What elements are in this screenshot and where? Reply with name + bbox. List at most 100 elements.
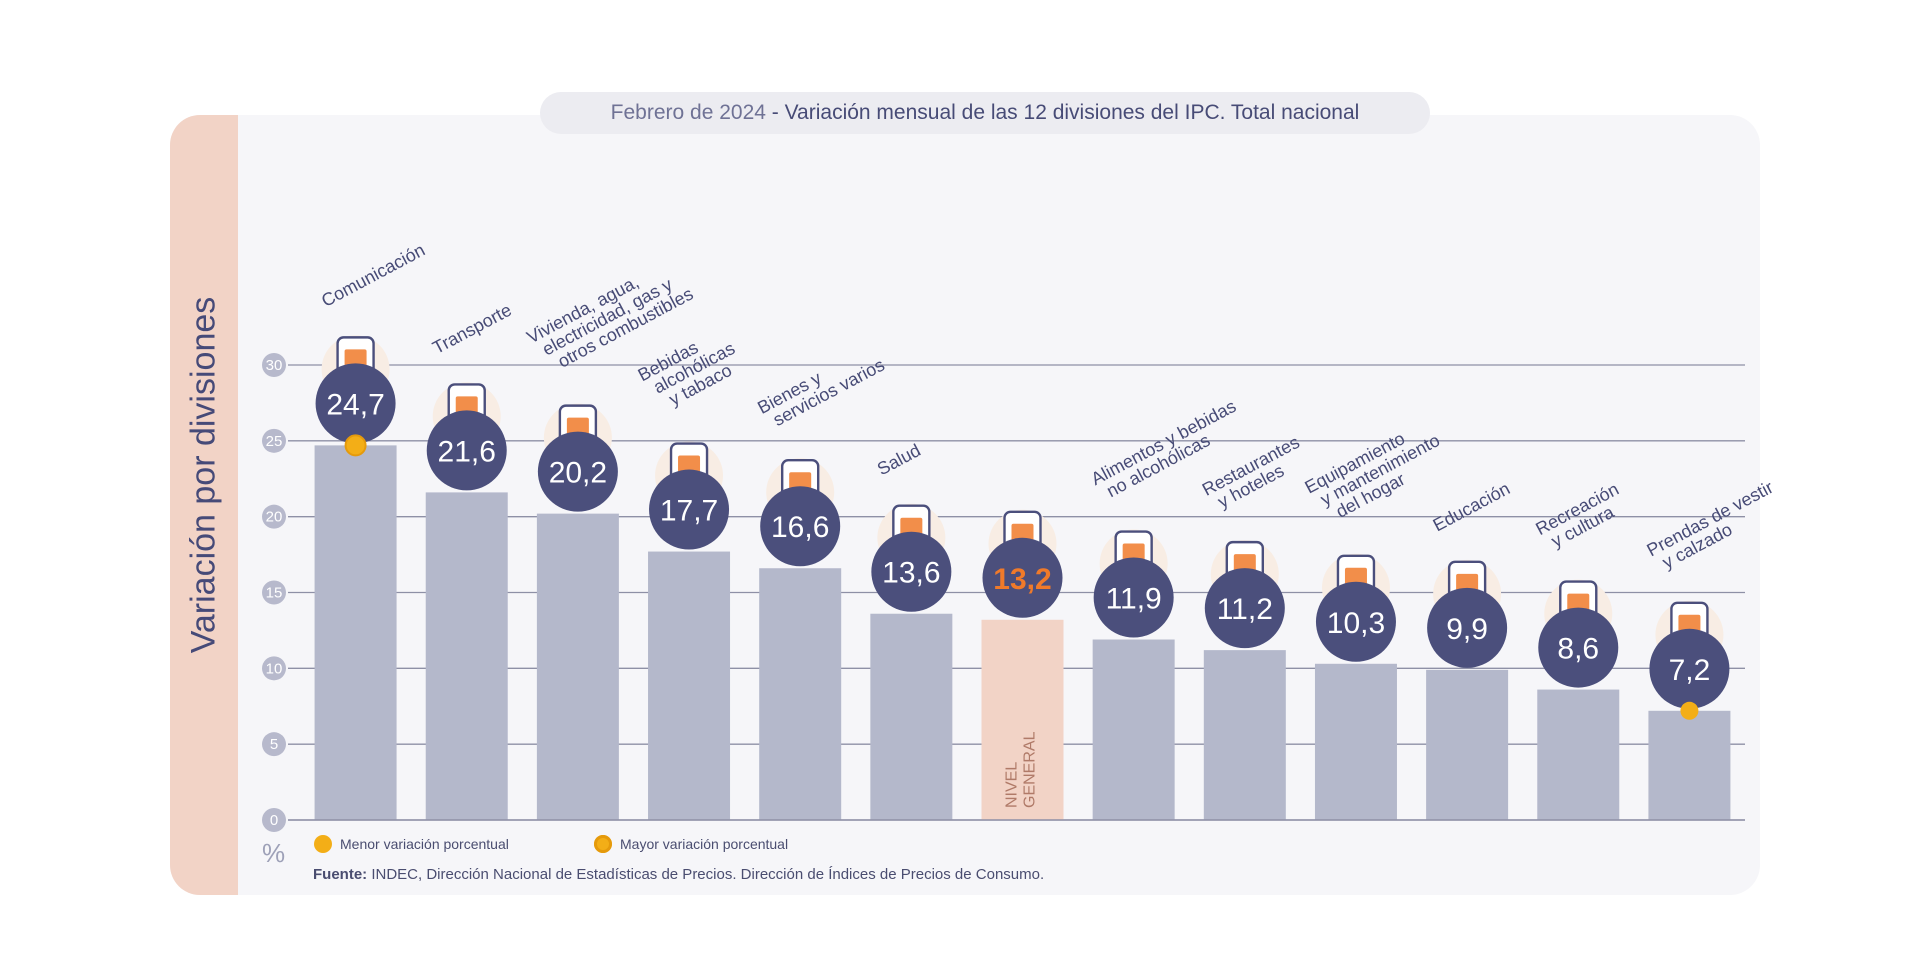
tick-bubble — [262, 808, 286, 832]
general-bar-label-line: NIVEL — [1004, 762, 1021, 808]
icon-detail — [1344, 567, 1367, 586]
value-badge — [871, 531, 952, 612]
bar — [648, 551, 731, 820]
category-label: Restaurantesy hoteles — [1199, 432, 1311, 516]
bar — [759, 568, 842, 820]
category-label: Prendas de vestiry calzado — [1643, 477, 1785, 576]
y-tick-label: 20 — [266, 509, 283, 526]
bar — [536, 513, 619, 820]
source-note: Fuente: INDEC, Dirección Nacional de Est… — [313, 866, 1044, 883]
category-label-line: Transporte — [429, 300, 515, 358]
bar — [1648, 710, 1731, 820]
y-tick-label: 0 — [270, 812, 278, 829]
bar — [1314, 663, 1397, 820]
category-label: Transporte — [429, 300, 515, 358]
value-badge — [649, 469, 730, 550]
value-label: 8,6 — [1557, 633, 1599, 666]
icon-detail — [678, 455, 701, 474]
category-label-line: Educación — [1430, 478, 1514, 535]
max-marker — [344, 434, 367, 457]
bar — [1537, 689, 1620, 820]
y-tick-label: 10 — [266, 660, 283, 677]
value-label: 16,6 — [771, 511, 829, 544]
category-label-line: Salud — [874, 440, 924, 479]
title-text: Variación mensual de las 12 divisiones d… — [784, 101, 1360, 124]
value-badge — [1093, 557, 1174, 638]
tick-bubble — [262, 732, 286, 757]
general-bar-label-line: GENERAL — [1022, 731, 1039, 808]
bar-group: 8,6 Recreacióny cultura — [1532, 479, 1622, 820]
category-label: Bienes yservicios varios — [754, 339, 888, 434]
category-label: Salud — [874, 440, 924, 479]
tick-bubble — [262, 656, 286, 681]
value-badge — [1427, 587, 1508, 668]
value-badge — [537, 431, 618, 512]
value-badge — [1204, 568, 1285, 649]
icon-detail — [1011, 523, 1034, 542]
icon-detail — [900, 517, 923, 536]
bar-group: 24,7 Comunicación — [314, 240, 428, 820]
title-date: Febrero de 2024 — [610, 101, 766, 124]
value-badge — [760, 486, 841, 567]
bar-group: 17,7 Bebidasalcohólicasy tabaco — [635, 322, 747, 820]
bar-group: 9,9 Educación — [1426, 478, 1513, 820]
legend-max: Mayor variación porcentual — [594, 832, 788, 856]
value-label: 9,9 — [1446, 613, 1488, 646]
bar-group: 11,2 Restaurantesy hoteles — [1199, 432, 1311, 820]
icon-detail — [1456, 573, 1479, 592]
bar-group: 13,6 Salud — [870, 440, 953, 820]
y-tick-label: 5 — [270, 736, 278, 753]
icon-detail — [566, 417, 589, 436]
value-label: 7,2 — [1669, 654, 1711, 687]
category-label: Equipamientoy mantenimientodel hogar — [1302, 414, 1452, 529]
value-badge — [1315, 581, 1396, 662]
bar — [870, 613, 953, 820]
source-prefix: Fuente: — [313, 866, 368, 883]
tick-bubble — [262, 353, 286, 377]
category-label: Bebidasalcohólicasy tabaco — [635, 322, 747, 417]
value-badge — [1649, 628, 1730, 709]
bar-group: 21,6 Transporte — [425, 300, 515, 820]
icon-detail — [1567, 593, 1590, 612]
unit-symbol: % — [262, 838, 286, 868]
bar — [1092, 639, 1175, 820]
category-label: Educación — [1430, 478, 1514, 535]
general-bar-label: NIVELGENERAL — [1004, 731, 1039, 808]
tick-bubble — [262, 428, 286, 453]
title-separator: - — [765, 101, 785, 124]
y-tick-label: 30 — [266, 357, 283, 374]
y-tick-label: 25 — [266, 433, 283, 450]
category-label: Comunicación — [318, 240, 428, 311]
legend-min-label: Menor variación porcentual — [340, 836, 509, 852]
value-label: 13,2 — [993, 563, 1051, 596]
bar-nivel-general — [981, 619, 1064, 820]
min-marker-icon — [314, 835, 332, 853]
value-label: 10,3 — [1327, 607, 1385, 640]
chart-title: Febrero de 2024 - Variación mensual de l… — [540, 92, 1430, 134]
bar — [425, 492, 508, 820]
min-marker — [1680, 701, 1699, 720]
side-label-band: Variación por divisiones — [170, 115, 238, 895]
value-badge — [426, 410, 507, 491]
source-text: INDEC, Dirección Nacional de Estadística… — [371, 866, 1045, 883]
value-label: 11,9 — [1106, 583, 1162, 616]
value-label: 13,6 — [882, 557, 940, 590]
value-badge — [1538, 607, 1619, 688]
icon-detail — [1122, 543, 1145, 562]
value-label: 11,2 — [1217, 593, 1273, 626]
tick-bubble — [262, 504, 286, 529]
bar-group: NIVELGENERAL 13,2 — [981, 509, 1064, 820]
icon-detail — [1678, 614, 1701, 633]
tick-bubble — [262, 580, 286, 605]
icon-detail — [1233, 554, 1256, 573]
bar-group: 7,2 Prendas de vestiry calzado — [1643, 477, 1785, 820]
value-label: 21,6 — [438, 435, 496, 468]
value-badge — [982, 537, 1063, 618]
bar-group: 16,6 Bienes yservicios varios — [754, 339, 888, 820]
y-tick-label: 15 — [266, 585, 283, 602]
value-label: 20,2 — [549, 457, 607, 490]
legend-max-label: Mayor variación porcentual — [620, 836, 789, 852]
max-marker-icon — [594, 835, 612, 853]
category-label-line: Comunicación — [318, 240, 428, 311]
